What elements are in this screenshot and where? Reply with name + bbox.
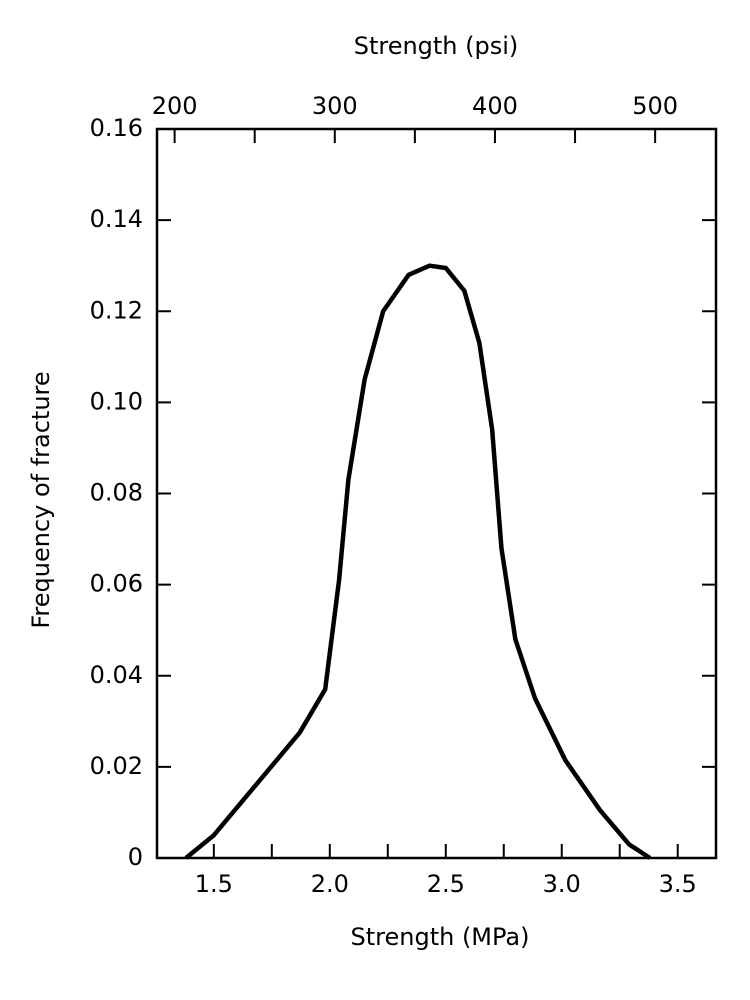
y-tick-label: 0.08 [90,479,143,507]
y-tick-label: 0 [128,843,143,871]
top-tick-label: 400 [472,92,518,120]
y-tick-label: 0.04 [90,661,143,689]
top-tick-label: 300 [312,92,358,120]
y-tick-label: 0.06 [90,570,143,598]
x-tick-label: 1.5 [195,870,233,898]
top-tick-label: 200 [152,92,198,120]
y-tick-label: 0.14 [90,205,143,233]
x-tick-label: 3.5 [659,870,697,898]
x-tick-label: 2.0 [311,870,349,898]
curve [184,263,652,860]
x-tick-label: 3.0 [543,870,581,898]
y-tick-label: 0.02 [90,752,143,780]
top-tick-label: 500 [632,92,678,120]
x-axis-title: Strength (MPa) [351,923,530,951]
x-tick-label: 2.5 [427,870,465,898]
y-tick-label: 0.16 [90,114,143,142]
plot-frame [155,127,718,860]
y-tick-label: 0.12 [90,296,143,324]
y-axis-title: Frequency of fracture [27,371,55,628]
top-axis-title: Strength (psi) [354,32,519,60]
y-tick-label: 0.10 [90,387,143,415]
